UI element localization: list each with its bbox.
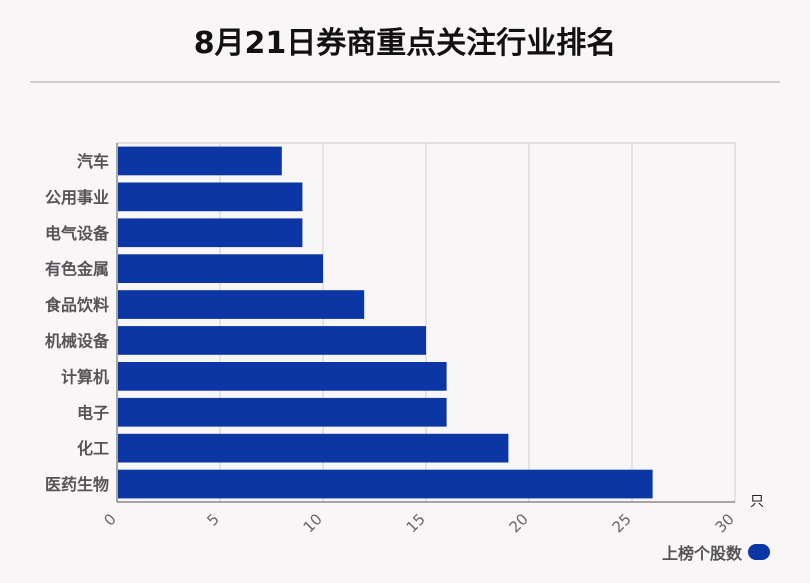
legend-label: 上榜个股数: [661, 544, 742, 563]
x-tick-label: 0: [100, 510, 119, 529]
y-category-label: 公用事业: [45, 188, 109, 207]
y-category-label: 计算机: [61, 367, 109, 386]
x-tick-label: 15: [403, 510, 429, 536]
bar: [118, 182, 303, 212]
bar: [118, 290, 365, 319]
legend[interactable]: 上榜个股数: [662, 540, 770, 564]
legend-swatch: [748, 544, 770, 560]
x-tick-label: 20: [506, 510, 532, 536]
y-category-label: 电气设备: [45, 224, 110, 243]
x-tick-label: 30: [712, 510, 738, 536]
bar: [118, 218, 303, 248]
x-tick-label: 10: [300, 510, 326, 536]
bar: [118, 254, 323, 284]
y-category-label: 医药生物: [45, 475, 109, 494]
y-category-label: 机械设备: [45, 331, 110, 350]
chart-title: 8月21日券商重点关注行业排名: [193, 26, 617, 61]
x-unit-label: 只: [750, 494, 764, 510]
x-tick-label: 25: [609, 510, 635, 536]
x-tick-label: 5: [203, 510, 222, 529]
bar: [118, 146, 282, 176]
title-divider: [30, 81, 780, 83]
y-category-label: 化工: [77, 439, 109, 458]
bar: [118, 326, 426, 355]
y-category-label: 汽车: [77, 152, 109, 171]
y-category-label: 电子: [77, 403, 109, 422]
bar: [118, 397, 447, 427]
bar: [118, 469, 653, 499]
bar: [118, 433, 509, 463]
y-category-label: 食品饮料: [44, 296, 109, 315]
bar: [118, 361, 447, 391]
y-category-label: 有色金属: [45, 260, 109, 279]
